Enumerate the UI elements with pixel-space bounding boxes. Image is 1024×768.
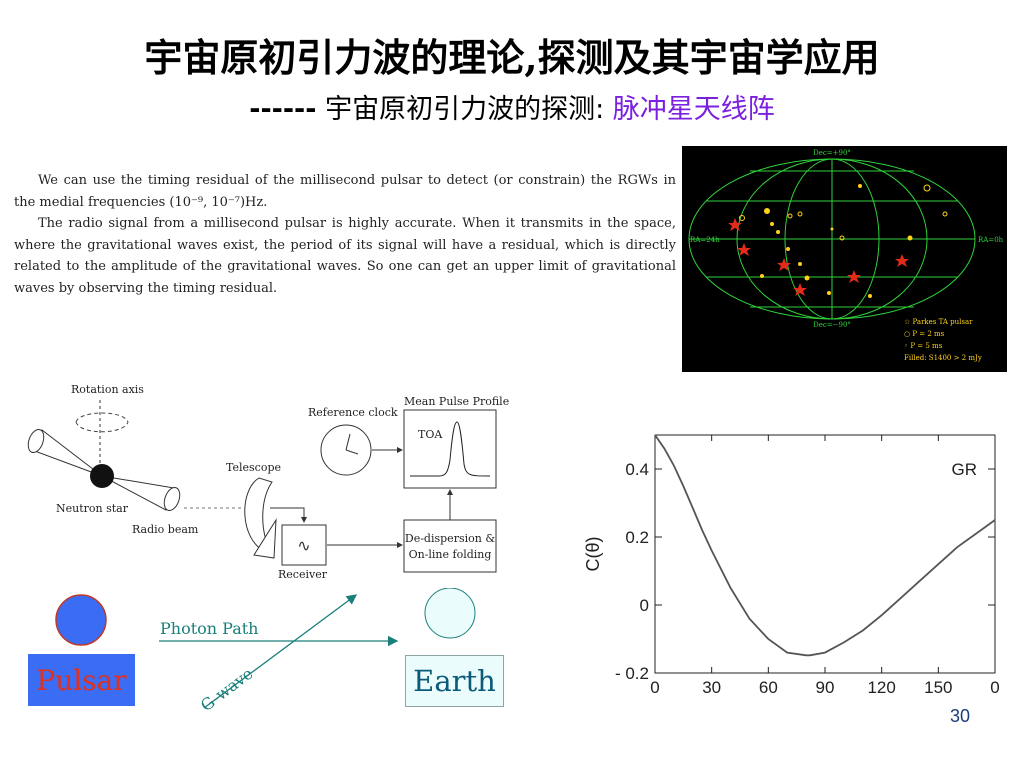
x-tick-label: 30 xyxy=(702,678,721,697)
g-wave-label: G-wave xyxy=(197,664,257,715)
photon-path-svg: Photon Path G-wave xyxy=(55,587,476,715)
y-tick-label: 0 xyxy=(640,596,649,615)
pulsar-label: Pulsar xyxy=(36,663,127,697)
photon-path-label: Photon Path xyxy=(160,619,258,638)
pulsar-point xyxy=(798,262,802,266)
earth-circle xyxy=(424,587,476,639)
sky-map-top-label: Dec=+90° xyxy=(813,149,851,157)
sky-map-legend-1: ☆ Parkes TA pulsar xyxy=(904,318,973,326)
y-tick-label: - 0.2 xyxy=(615,664,649,683)
pulsar-point xyxy=(764,208,770,214)
y-axis-label: C(θ) xyxy=(583,537,603,572)
rotation-arc xyxy=(75,412,129,423)
telescope-label: Telescope xyxy=(226,461,281,474)
pulsar-point-open xyxy=(739,215,745,221)
series-line-gr xyxy=(654,434,996,657)
pulsar-point xyxy=(827,291,831,295)
pulsar-point xyxy=(858,184,862,188)
radio-beam-label: Radio beam xyxy=(132,523,199,536)
pulsar-point xyxy=(804,275,810,281)
x-tick-label: 120 xyxy=(867,678,895,697)
slide-title: 宇宙原初引力波的理论,探测及其宇宙学应用 xyxy=(144,35,880,80)
pulsar-point xyxy=(868,294,872,298)
pulsar-point xyxy=(776,230,780,234)
correlation-chart-svg: 0 30 60 90 120 150 00.40.20- 0.2C(θ)GR xyxy=(583,434,1000,697)
page-number: 30 xyxy=(950,706,971,726)
receiver-label: Receiver xyxy=(278,568,328,581)
pulse-profile-box xyxy=(403,409,497,489)
parkes-star xyxy=(777,258,791,271)
x-tick-label: 60 xyxy=(759,678,778,697)
sky-map-left-label: RA=24h xyxy=(690,236,720,244)
pulsar-point xyxy=(770,222,774,226)
neutron-star-label: Neutron star xyxy=(56,502,129,515)
paragraph-1: We can use the timing residual of the mi… xyxy=(14,173,676,210)
dedispersion-line-2: On-line folding xyxy=(409,548,492,561)
parkes-star xyxy=(737,243,751,256)
paragraph-2: The radio signal from a millisecond puls… xyxy=(14,216,676,296)
pulsar-point-open xyxy=(923,184,931,192)
telescope-base xyxy=(253,518,277,559)
pulsar-point xyxy=(830,227,834,231)
x-tick-label: 0 xyxy=(990,678,999,697)
y-tick-label: 0.4 xyxy=(625,460,649,479)
chart-frame xyxy=(654,434,996,674)
sky-map-svg: Dec=+90° Dec=−90° RA=24h RA=0h ☆ Parkes … xyxy=(688,149,1004,362)
slide-subtitle: ------ 宇宙原初引力波的探测: 脉冲星天线阵 xyxy=(0,92,1024,128)
subtitle-dash: ------ xyxy=(249,94,317,125)
correlation-chart: 0 30 60 90 120 150 0 0.4 0.2 0- 0.2 C(θ) GR xyxy=(575,425,1005,725)
rotation-arc xyxy=(75,421,129,433)
x-tick-label: 0 xyxy=(650,678,659,697)
x-tick-label: 90 xyxy=(816,678,835,697)
sky-map-legend-3: ◦ P = 5 ms xyxy=(904,342,943,350)
dedispersion-line-1: De-dispersion & xyxy=(405,532,495,545)
reference-clock-label: Reference clock xyxy=(308,406,398,419)
earth-label-box: Earth xyxy=(405,655,504,707)
parkes-star xyxy=(728,218,742,231)
sky-map-legend-2: ○ P = 2 ms xyxy=(904,330,945,338)
parkes-star xyxy=(793,283,807,296)
x-tick-label: 150 xyxy=(924,678,952,697)
pulsar-point-open xyxy=(942,211,948,217)
neutron-star-shape xyxy=(90,464,114,488)
timing-diagram-svg: Rotation axis Neutron star Radio beam Te… xyxy=(27,383,509,581)
pulse-profile-curve xyxy=(410,421,491,477)
toa-label: TOA xyxy=(418,428,443,441)
sky-map-legend-4: Filled: S1400 > 2 mJy xyxy=(904,354,982,362)
svg-text:∿: ∿ xyxy=(297,536,310,555)
g-wave-arrow xyxy=(203,594,358,709)
parkes-star xyxy=(847,270,861,283)
pulsar-point-open xyxy=(797,211,803,217)
y-tick-label: 0.2 xyxy=(625,528,649,547)
sky-map-bottom-label: Dec=−90° xyxy=(813,321,851,329)
pulsar-point-open xyxy=(839,235,845,241)
sky-map-right-label: RA=0h xyxy=(978,236,1004,244)
legend-label: GR xyxy=(952,460,978,479)
rotation-axis-label: Rotation axis xyxy=(71,383,144,396)
description-paragraph: We can use the timing residual of the mi… xyxy=(14,170,676,299)
pulsar-point-open xyxy=(787,213,793,219)
pulsar-label-box: Pulsar xyxy=(28,654,135,706)
pulsar-timing-diagram: Rotation axis Neutron star Radio beam Te… xyxy=(14,380,514,595)
subtitle-accent: 脉冲星天线阵 xyxy=(612,94,775,125)
subtitle-main: 宇宙原初引力波的探测: xyxy=(316,94,613,125)
parkes-star xyxy=(895,254,909,267)
pulsar-point xyxy=(760,274,764,278)
receiver-box xyxy=(281,524,327,566)
photon-path-schematic: Photon Path G-wave xyxy=(14,587,574,718)
dedispersion-box xyxy=(403,519,497,573)
pulsar-point xyxy=(907,235,913,241)
pulsar-point xyxy=(786,247,790,251)
earth-label: Earth xyxy=(413,664,496,698)
pulsar-sky-map: Dec=+90° Dec=−90° RA=24h RA=0h ☆ Parkes … xyxy=(682,146,1007,372)
pulsar-circle xyxy=(55,594,107,646)
mean-pulse-profile-label: Mean Pulse Profile xyxy=(404,395,509,408)
